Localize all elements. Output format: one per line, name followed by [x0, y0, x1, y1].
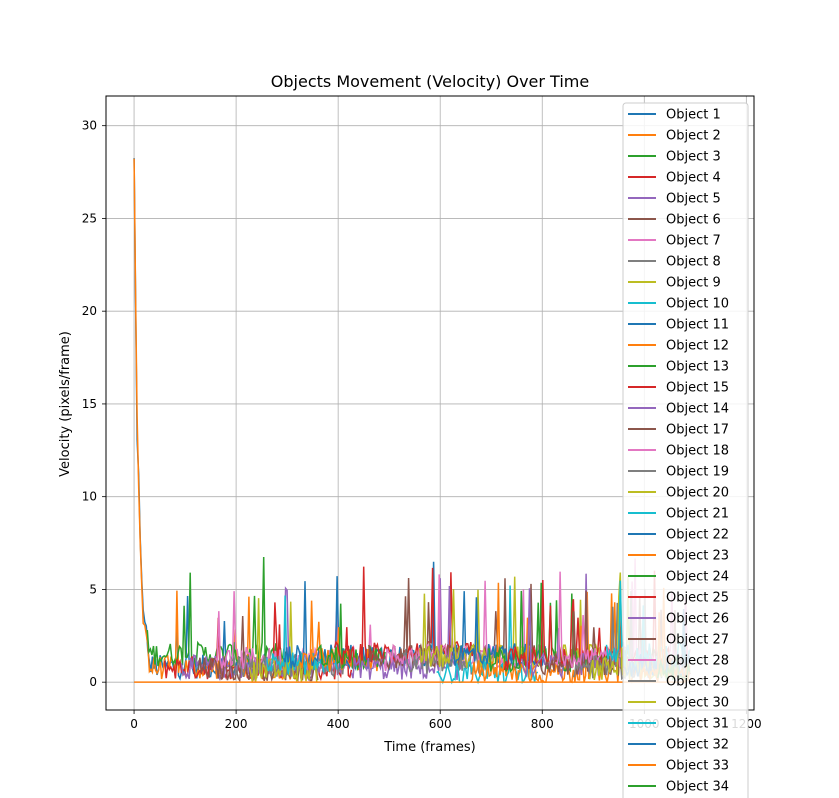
- x-tick-label: 600: [429, 717, 452, 731]
- legend-entry-label: Object 28: [666, 654, 729, 669]
- series-lines: [133, 158, 691, 685]
- chart-title: Objects Movement (Velocity) Over Time: [271, 72, 589, 91]
- legend-entry-label: Object 13: [666, 360, 729, 375]
- y-axis-label: Velocity (pixels/frame): [58, 331, 73, 477]
- legend-entry-label: Object 11: [666, 318, 729, 333]
- legend: Object 1 Object 2 Object 3 Object 4 Object 5…: [622, 102, 749, 798]
- legend-box: [622, 102, 749, 798]
- y-tick-label: 5: [89, 582, 97, 596]
- legend-entry-label: Object 6: [666, 213, 721, 228]
- legend-entry-label: Object 30: [666, 696, 729, 711]
- series-line: [133, 158, 326, 680]
- y-tick-label: 20: [82, 304, 97, 318]
- legend-entry-label: Object 27: [666, 633, 729, 648]
- y-tick-label: 30: [82, 119, 97, 133]
- legend-entry-label: Object 2: [666, 129, 721, 144]
- legend-entry-label: Object 20: [666, 486, 729, 501]
- y-tick-label: 25: [82, 211, 97, 225]
- x-tick-label: 200: [225, 717, 248, 731]
- legend-entry-label: Object 34: [666, 780, 729, 795]
- legend-entry-label: Object 23: [666, 549, 729, 564]
- legend-entry-label: Object 31: [666, 717, 729, 732]
- x-axis-label: Time (frames): [383, 740, 475, 755]
- x-tick-label: 400: [327, 717, 350, 731]
- legend-entry-label: Object 9: [666, 276, 721, 291]
- legend-entry-label: Object 26: [666, 612, 729, 627]
- legend-entry-label: Object 33: [666, 759, 729, 774]
- legend-entry-label: Object 17: [666, 423, 729, 438]
- series-line: [384, 574, 543, 670]
- y-tick-label: 0: [89, 675, 97, 689]
- legend-entry-label: Object 7: [666, 234, 721, 249]
- y-tick-label: 10: [82, 490, 97, 504]
- legend-entry-label: Object 14: [666, 402, 729, 417]
- legend-entry-label: Object 10: [666, 297, 729, 312]
- legend-entry-label: Object 12: [666, 339, 729, 354]
- x-tick-label: 800: [531, 717, 554, 731]
- axes-frame: [105, 95, 755, 711]
- legend-entry-label: Object 19: [666, 465, 729, 480]
- legend-entry-label: Object 15: [666, 381, 729, 396]
- series-line: [163, 602, 353, 682]
- legend-entry-label: Object 1: [666, 108, 721, 123]
- legend-entry-label: Object 32: [666, 738, 729, 753]
- legend-entry-label: Object 18: [666, 444, 729, 459]
- legend-entry-label: Object 4: [666, 171, 721, 186]
- legend-entry-label: Object 5: [666, 192, 721, 207]
- series-line: [133, 158, 267, 681]
- y-tick-label: 15: [82, 397, 97, 411]
- legend-entry-label: Object 8: [666, 255, 721, 270]
- legend-entry-label: Object 22: [666, 528, 729, 543]
- legend-entry-label: Object 21: [666, 507, 729, 522]
- x-tick-label: 0: [130, 717, 138, 731]
- legend-entry-label: Object 25: [666, 591, 729, 606]
- legend-entry-label: Object 24: [666, 570, 729, 585]
- legend-entry-label: Object 29: [666, 675, 729, 690]
- legend-entry-label: Object 3: [666, 150, 721, 165]
